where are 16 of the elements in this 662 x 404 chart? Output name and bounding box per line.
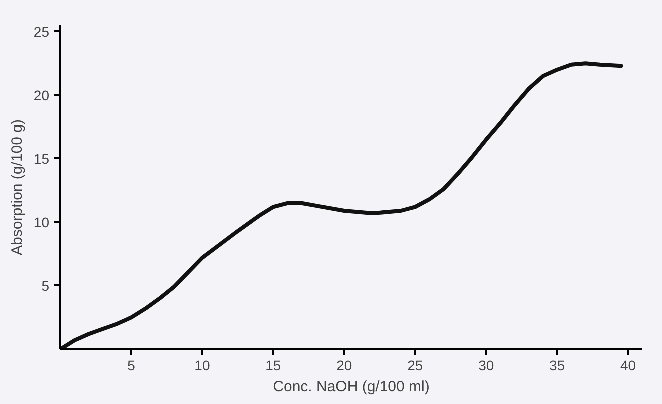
y-tick-label: 5 xyxy=(42,278,50,294)
y-tick-label: 15 xyxy=(34,150,50,167)
x-tick-label: 20 xyxy=(336,358,352,374)
x-axis-title: Conc. NaOH (g/100 ml) xyxy=(273,378,430,396)
line-series xyxy=(60,62,624,350)
x-tick-label: 15 xyxy=(266,358,282,374)
y-tick-label: 25 xyxy=(34,24,50,40)
x-tick-label: 5 xyxy=(128,358,136,374)
x-tick-label: 30 xyxy=(478,358,494,374)
y-tick-label: 10 xyxy=(34,214,50,230)
x-tick-label: 40 xyxy=(620,358,636,374)
x-tick-label: 10 xyxy=(194,358,210,374)
x-tick-label: 35 xyxy=(550,358,566,374)
y-axis-title: Absorption (g/100 g) xyxy=(8,120,26,256)
x-tick-label: 25 xyxy=(408,358,424,374)
y-tick-label: 20 xyxy=(34,87,50,104)
